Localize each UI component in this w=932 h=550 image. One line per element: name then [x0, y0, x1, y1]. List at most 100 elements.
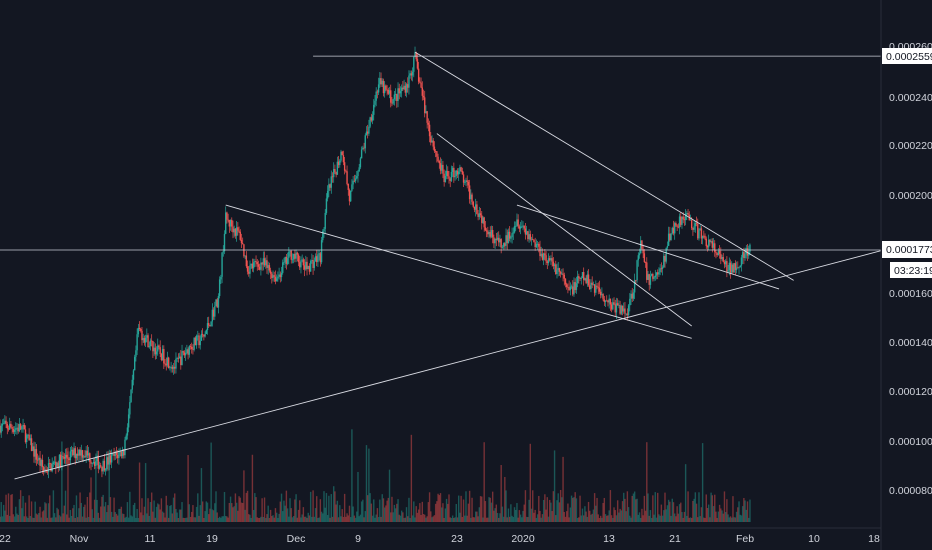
candle-body — [664, 255, 666, 262]
volume-bar — [740, 515, 743, 522]
candle-body — [478, 213, 481, 217]
candle-body — [282, 262, 284, 273]
volume-bar — [643, 495, 646, 522]
volume-bar — [340, 516, 342, 522]
volume-bar — [294, 499, 296, 522]
candle-body — [254, 261, 256, 263]
candle-body — [273, 275, 275, 277]
volume-bar — [386, 500, 388, 522]
volume-bar — [132, 504, 135, 522]
volume-bar — [382, 498, 385, 522]
candle-body — [285, 256, 288, 264]
time-axis[interactable]: 22 Nov 11 19 Dec 9 23 2020 13 21 Feb 10 … — [0, 533, 880, 545]
volume-bar — [578, 517, 580, 522]
candle-body — [456, 170, 459, 175]
candle-body — [30, 438, 33, 451]
candle-body — [471, 194, 473, 202]
candle-body — [70, 449, 73, 452]
volume-bar — [420, 514, 422, 522]
candle-body — [462, 174, 465, 183]
volume-bar — [558, 502, 561, 522]
candle-body — [107, 457, 109, 465]
volume-bar — [18, 499, 21, 522]
volume-bar — [369, 493, 371, 522]
volume-bar — [16, 513, 18, 522]
candle-body — [195, 335, 198, 346]
candle-body — [711, 241, 714, 248]
volume-bar — [206, 502, 209, 522]
candle-body — [686, 213, 688, 214]
candle-body — [505, 235, 507, 246]
candle-body — [350, 190, 352, 202]
candle-body — [483, 217, 485, 228]
volume-bar — [675, 516, 677, 522]
candle-body — [684, 213, 687, 221]
candle-body — [724, 261, 727, 265]
candle-body — [271, 273, 273, 278]
candle-body — [519, 226, 522, 229]
volume-bar — [257, 517, 260, 522]
volume-bar — [380, 516, 382, 522]
candle-body — [431, 140, 433, 143]
candle-body — [592, 284, 595, 286]
candle-body — [542, 253, 545, 260]
volume-bar — [718, 504, 721, 522]
candle-body — [51, 464, 53, 472]
candle-body — [402, 87, 404, 90]
volume-bar — [319, 499, 322, 522]
candle-body — [371, 114, 374, 121]
candle-body — [132, 370, 135, 380]
candle-body — [301, 259, 303, 261]
volume-bar — [527, 517, 529, 522]
candle-body — [574, 282, 576, 290]
volume-bar — [502, 516, 505, 522]
candle-body — [95, 461, 97, 466]
candle-body — [738, 267, 740, 269]
candle-body — [83, 456, 85, 458]
candle-body — [320, 240, 323, 263]
candle-body — [352, 180, 354, 185]
candle-body — [601, 294, 603, 296]
candle-body — [198, 335, 200, 346]
volume-bar — [464, 515, 466, 522]
volume-bar — [712, 506, 715, 522]
candle-body — [175, 358, 177, 369]
candle-body — [309, 261, 312, 272]
volume-bar — [399, 515, 402, 522]
volume-bar — [466, 515, 468, 522]
candle-body — [447, 170, 449, 177]
candle-body — [374, 100, 376, 105]
candle-body — [386, 89, 388, 91]
candle-body — [187, 349, 189, 355]
volume-bar — [657, 492, 659, 522]
candle-body — [133, 356, 136, 371]
volume-bar — [150, 492, 153, 522]
candle-body — [137, 327, 140, 335]
candle-body — [458, 171, 460, 175]
candle-body — [522, 225, 524, 227]
volume-bar — [528, 499, 530, 522]
candle-body — [716, 253, 718, 256]
candle-body — [189, 346, 192, 347]
candle-body — [286, 258, 289, 264]
time-tick: 13 — [603, 533, 615, 545]
volume-bar — [450, 517, 453, 522]
volume-bars — [0, 429, 751, 522]
volume-bar — [329, 517, 331, 522]
volume-bar — [431, 517, 433, 522]
volume-bar — [362, 499, 364, 522]
candle-body — [167, 357, 170, 368]
volume-bar — [549, 499, 551, 522]
volume-bar — [222, 516, 224, 522]
volume-bar — [701, 443, 704, 522]
candle-body — [362, 147, 364, 150]
volume-bar — [142, 515, 144, 522]
candle-body — [369, 117, 371, 127]
volume-bar — [625, 511, 627, 522]
volume-bar — [479, 496, 482, 522]
candle-body — [635, 280, 637, 281]
candle-body — [306, 261, 308, 270]
time-tick: 21 — [669, 533, 681, 545]
